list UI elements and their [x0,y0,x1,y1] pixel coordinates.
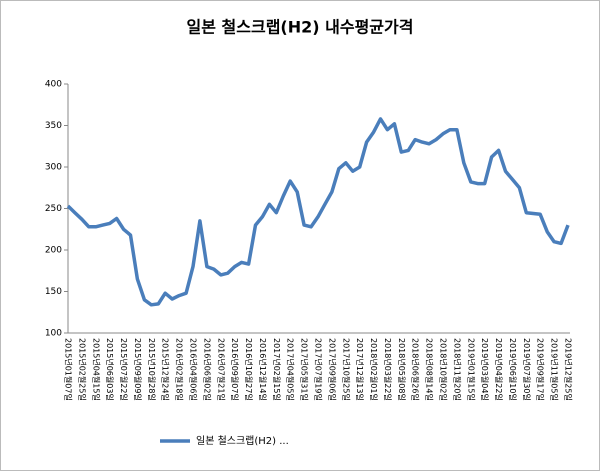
x-tick-label: 2015년12월24일 [161,338,171,401]
x-tick-label: 2017년05월31일 [300,338,310,401]
x-tick-label: 2018년11월20일 [452,338,462,401]
x-tick-label: 2017년09월06일 [327,338,337,401]
x-tick-label: 2019년09월17일 [536,338,546,401]
chart-title: 일본 철스크랩(H2) 내수평균가격 [187,18,414,37]
y-tick-label: 350 [45,121,62,131]
x-tick-label: 2018년06월26일 [411,338,421,401]
x-tick-label: 2019년03월04일 [480,338,490,401]
x-tick-label: 2017년04월05일 [286,338,296,401]
y-tick-label: 100 [45,329,62,339]
x-tick-label: 2018년03월22일 [383,338,393,401]
x-tick-label: 2019년11월05일 [550,338,560,401]
y-tick-label: 200 [45,246,62,256]
x-tick-label: 2019년01월15일 [466,338,476,401]
x-tick-label: 2018년10월02일 [439,338,449,401]
x-tick-label: 2015년02월25일 [77,338,87,401]
x-tick-label: 2017년12월13일 [355,338,365,401]
x-tick-label: 2015년10월28일 [147,338,157,401]
x-tick-label: 2016년04월06일 [189,338,199,401]
x-tick-label: 2016년12월14일 [258,338,268,401]
x-tick-label: 2016년10월27일 [244,338,254,401]
x-tick-label: 2015년06월03일 [105,338,115,401]
x-tick-label: 2018년05월08일 [397,338,407,401]
y-tick-label: 300 [45,163,62,173]
x-tick-label: 2015년09월09일 [133,338,143,401]
x-tick-label: 2019년04월22일 [494,338,504,401]
x-tick-label: 2017년07월19일 [314,338,324,401]
x-tick-label: 2016년06월02일 [202,338,212,401]
y-tick-label: 250 [45,204,62,214]
x-tick-label: 2017년02월15일 [272,338,282,401]
x-tick-label: 2015년01월07일 [64,338,74,401]
x-tick-label: 2018년02월01일 [369,338,379,401]
legend-label: 일본 철스크랩(H2) ... [196,435,289,447]
x-tick-label: 2016년02월18일 [175,338,185,401]
y-tick-label: 150 [45,287,62,297]
x-tick-label: 2015년04월15일 [91,338,101,401]
x-tick-label: 2019년06월10일 [508,338,518,401]
x-tick-label: 2019년07월30일 [522,338,532,401]
x-tick-label: 2017년10월25일 [341,338,351,401]
x-tick-label: 2016년07월21일 [216,338,226,401]
x-tick-label: 2016년09월07일 [230,338,240,401]
data-line [66,117,570,307]
x-tick-label: 2015년07월22일 [119,338,129,401]
y-tick-label: 400 [45,80,62,90]
x-tick-label: 2018년08월14일 [425,338,435,401]
x-tick-label: 2019년12월25일 [564,338,574,401]
